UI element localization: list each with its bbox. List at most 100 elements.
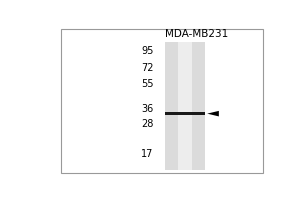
Bar — [165, 79, 205, 81]
Bar — [165, 94, 205, 96]
Bar — [178, 134, 192, 136]
Bar — [165, 145, 205, 147]
Bar — [178, 128, 192, 130]
Bar — [178, 81, 192, 83]
Bar — [178, 64, 192, 66]
Bar — [165, 85, 205, 87]
Bar — [165, 60, 205, 62]
Bar — [178, 72, 192, 74]
Bar — [165, 112, 205, 115]
Bar — [178, 113, 192, 115]
Polygon shape — [207, 111, 219, 116]
Bar — [178, 102, 192, 104]
Bar — [165, 119, 205, 121]
Bar — [178, 62, 192, 64]
Bar — [165, 53, 205, 55]
Bar — [178, 132, 192, 134]
Bar — [178, 106, 192, 109]
Bar — [165, 42, 205, 45]
Bar — [178, 126, 192, 128]
Bar — [178, 89, 192, 91]
Bar — [165, 77, 205, 79]
Bar — [178, 143, 192, 145]
Bar — [178, 55, 192, 57]
Bar — [165, 66, 205, 68]
Bar — [165, 49, 205, 51]
Bar — [178, 87, 192, 89]
Bar — [178, 162, 192, 164]
Bar — [178, 164, 192, 166]
Bar — [178, 79, 192, 81]
Bar — [178, 74, 192, 77]
Bar — [165, 153, 205, 155]
Bar — [165, 74, 205, 77]
Bar — [165, 126, 205, 128]
Bar — [178, 83, 192, 85]
Text: 55: 55 — [141, 79, 154, 89]
Bar — [178, 53, 192, 55]
Bar — [178, 160, 192, 162]
Bar — [165, 96, 205, 98]
Bar — [178, 51, 192, 53]
Bar — [178, 149, 192, 151]
Bar — [165, 160, 205, 162]
Bar — [178, 147, 192, 149]
Bar — [165, 98, 205, 100]
Bar — [178, 94, 192, 96]
Text: 95: 95 — [141, 46, 154, 56]
Bar — [178, 70, 192, 72]
Bar — [178, 100, 192, 102]
Bar — [165, 83, 205, 85]
Bar — [165, 68, 205, 70]
Bar — [165, 143, 205, 145]
Bar — [165, 62, 205, 64]
Bar — [165, 72, 205, 74]
Bar — [178, 138, 192, 140]
Bar — [165, 140, 205, 143]
Bar — [165, 121, 205, 123]
Bar — [165, 106, 205, 109]
Bar — [165, 151, 205, 153]
Bar — [165, 102, 205, 104]
Bar — [165, 149, 205, 151]
Bar — [178, 153, 192, 155]
Bar — [165, 162, 205, 164]
Text: MDA-MB231: MDA-MB231 — [165, 29, 228, 39]
Bar — [165, 70, 205, 72]
Bar — [165, 89, 205, 91]
Bar — [165, 168, 205, 170]
Bar — [178, 109, 192, 111]
Bar — [165, 104, 205, 106]
Bar — [178, 45, 192, 47]
Bar — [165, 158, 205, 160]
Bar — [165, 134, 205, 136]
Bar — [178, 151, 192, 153]
Bar — [178, 104, 192, 106]
Bar — [178, 145, 192, 147]
Bar — [165, 128, 205, 130]
Bar — [178, 68, 192, 70]
Bar — [178, 49, 192, 51]
Bar — [165, 123, 205, 126]
Text: 36: 36 — [142, 104, 154, 114]
Bar — [178, 130, 192, 132]
Bar — [165, 55, 205, 57]
Bar — [165, 138, 205, 140]
Bar — [165, 130, 205, 132]
Bar — [165, 117, 205, 119]
Bar — [165, 113, 205, 115]
Bar — [178, 98, 192, 100]
Bar — [178, 111, 192, 113]
Bar — [178, 66, 192, 68]
Bar — [178, 136, 192, 138]
Bar — [165, 91, 205, 94]
Text: 17: 17 — [141, 149, 154, 159]
Bar — [165, 136, 205, 138]
Bar — [165, 111, 205, 113]
Bar — [165, 115, 205, 117]
Bar — [165, 155, 205, 158]
Bar — [165, 166, 205, 168]
Bar — [178, 140, 192, 143]
Bar — [165, 100, 205, 102]
Bar — [178, 77, 192, 79]
